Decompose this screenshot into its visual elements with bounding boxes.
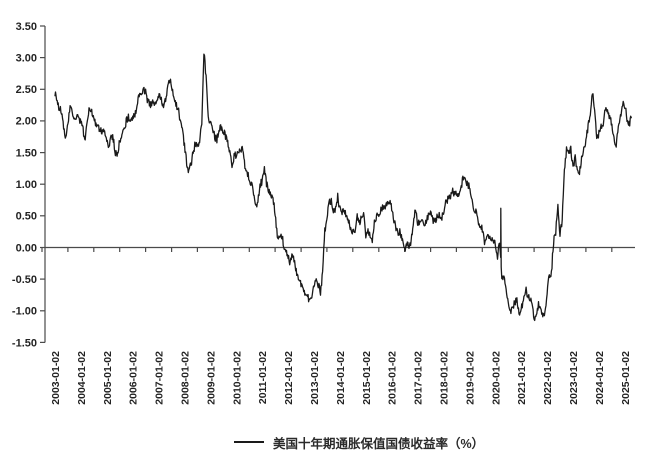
x-tick-label: 2017-01-02 bbox=[413, 351, 425, 405]
x-tick-label: 2025-01-02 bbox=[620, 351, 632, 405]
x-tick-label: 2024-01-02 bbox=[594, 351, 606, 405]
x-tick-label: 2022-01-02 bbox=[542, 351, 554, 405]
y-tick-label: 1.00 bbox=[16, 179, 37, 191]
x-tick-label: 2020-01-02 bbox=[490, 351, 502, 405]
y-tick-label: 0.00 bbox=[16, 242, 37, 254]
y-tick-label: 3.50 bbox=[16, 21, 37, 33]
x-tick-label: 2005-01-02 bbox=[102, 351, 114, 405]
x-tick-label: 2014-01-02 bbox=[335, 351, 347, 405]
y-tick-label: -1.00 bbox=[12, 306, 37, 318]
x-tick-label: 2019-01-02 bbox=[464, 351, 476, 405]
tips-yield-line-chart: 3.50 3.00 2.50 2.00 1.50 1.00 0.50 0.00 -0.50 -1.… bbox=[12, 21, 635, 405]
y-tick-label: -0.50 bbox=[12, 274, 37, 286]
legend-line-icon bbox=[233, 441, 264, 443]
x-tick-label: 2016-01-02 bbox=[387, 351, 399, 405]
x-tick-label: 2023-01-02 bbox=[568, 351, 580, 405]
x-tick-label: 2003-01-02 bbox=[50, 351, 62, 405]
y-tick-label: 2.50 bbox=[16, 84, 37, 96]
x-tick-label: 2021-01-02 bbox=[516, 351, 528, 405]
x-tick-label: 2018-01-02 bbox=[439, 351, 451, 405]
y-tick-label: -1.50 bbox=[12, 337, 37, 349]
y-tick-label: 2.00 bbox=[16, 116, 37, 128]
x-tick-label: 2012-01-02 bbox=[283, 351, 295, 405]
x-tick-label: 2006-01-02 bbox=[128, 351, 140, 405]
x-tick-label: 2008-01-02 bbox=[180, 351, 192, 405]
y-tick-label: 0.50 bbox=[16, 211, 37, 223]
x-tick-label: 2010-01-02 bbox=[231, 351, 243, 405]
x-tick-label: 2009-01-02 bbox=[205, 351, 217, 405]
x-tick-label: 2015-01-02 bbox=[361, 351, 373, 405]
x-tick-label: 2004-01-02 bbox=[76, 351, 88, 405]
y-tick-label: 3.00 bbox=[16, 52, 37, 64]
x-tick-label: 2011-01-02 bbox=[257, 351, 269, 404]
yield-line-series bbox=[54, 53, 632, 322]
x-tick-label: 2007-01-02 bbox=[154, 351, 166, 405]
y-tick-label: 1.50 bbox=[16, 147, 37, 159]
legend-label: 美国十年期通胀保值国债收益率（%） bbox=[272, 436, 485, 451]
x-tick-label: 2013-01-02 bbox=[309, 351, 321, 405]
chart-legend: 美国十年期通胀保值国债收益率（%） bbox=[0, 429, 660, 455]
